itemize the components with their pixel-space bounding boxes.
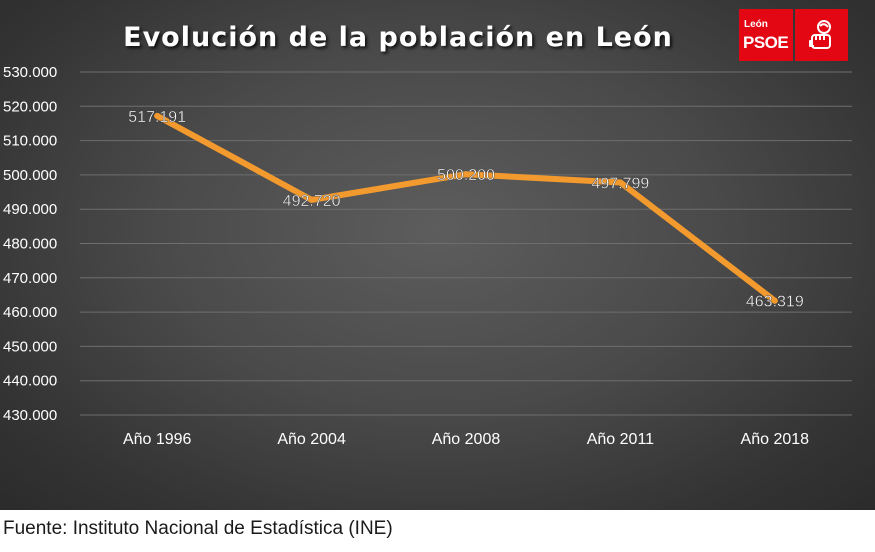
data-point bbox=[154, 112, 161, 119]
data-point bbox=[771, 297, 778, 304]
plot-area: 430.000 440.000 450.000 460.000 470.000 480.0… bbox=[3, 64, 852, 448]
chart-title: Evolución de la población en León bbox=[123, 22, 673, 53]
x-tick-label: Año 2011 bbox=[587, 431, 654, 448]
source-note: Fuente: Instituto Nacional de Estadístic… bbox=[3, 518, 393, 539]
y-tick-label: 480.000 bbox=[3, 236, 57, 253]
data-label: 497.799 bbox=[591, 175, 649, 192]
y-tick-label: 450.000 bbox=[3, 338, 57, 355]
data-point bbox=[463, 171, 469, 178]
y-tick-label: 470.000 bbox=[3, 270, 57, 287]
psoe-logo: León PSOE bbox=[739, 9, 848, 61]
y-tick-label: 490.000 bbox=[3, 201, 57, 218]
x-tick-label: Año 1996 bbox=[123, 431, 192, 448]
x-tick-label: Año 2018 bbox=[741, 431, 810, 448]
data-point bbox=[617, 179, 624, 186]
y-tick-label: 430.000 bbox=[3, 407, 57, 424]
x-tick-label: Año 2008 bbox=[432, 431, 501, 448]
x-tick-label: Año 2004 bbox=[277, 431, 346, 448]
y-tick-label: 440.000 bbox=[3, 373, 57, 390]
y-tick-label: 520.000 bbox=[3, 98, 57, 115]
rose-fist-icon bbox=[809, 20, 831, 49]
y-tick-label: 530.000 bbox=[3, 64, 57, 81]
y-tick-label: 510.000 bbox=[3, 133, 57, 150]
data-label: 517.191 bbox=[128, 109, 186, 126]
y-tick-label: 500.000 bbox=[3, 167, 57, 184]
data-label: 492.720 bbox=[283, 193, 341, 210]
logo-city: León bbox=[744, 19, 768, 30]
logo-party: PSOE bbox=[743, 33, 789, 52]
data-label: 500.200 bbox=[437, 167, 495, 184]
rose-icon-block bbox=[795, 9, 848, 61]
data-point bbox=[308, 196, 315, 203]
data-label: 463.319 bbox=[746, 294, 804, 311]
logo-text-block: León PSOE bbox=[739, 9, 793, 61]
y-tick-label: 460.000 bbox=[3, 304, 57, 321]
chart-panel: 430.000 440.000 450.000 460.000 470.000 480.0… bbox=[0, 0, 875, 510]
series-line bbox=[154, 112, 778, 304]
